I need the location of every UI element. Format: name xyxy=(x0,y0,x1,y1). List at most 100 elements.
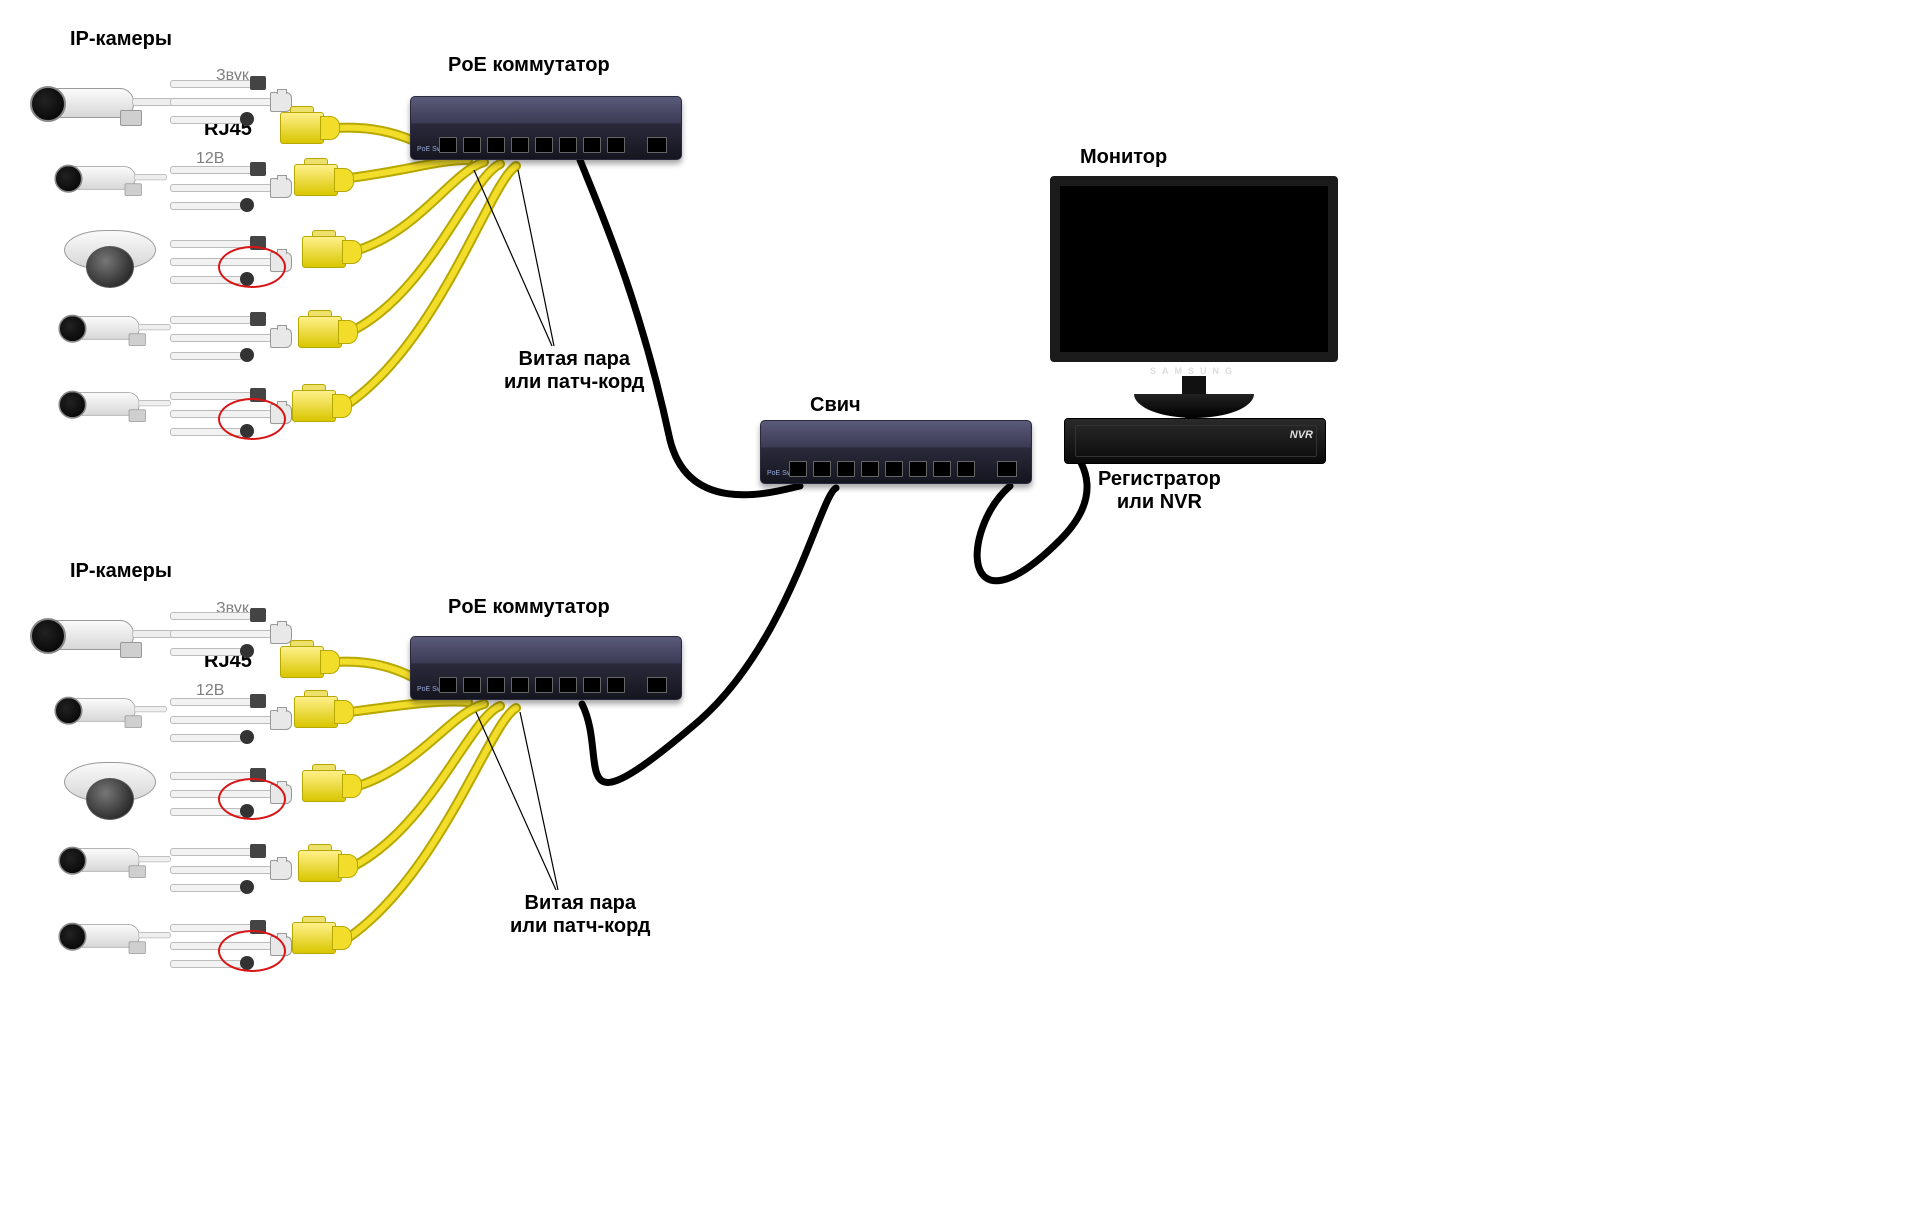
main-switch-ports xyxy=(789,461,975,477)
label-ip-cameras-1: IP-камеры xyxy=(70,28,172,51)
bullet-camera-icon xyxy=(56,692,165,726)
switch-port xyxy=(487,137,505,153)
cable-path xyxy=(348,708,516,938)
rj45-plug-icon xyxy=(280,640,338,682)
cable-path xyxy=(350,701,468,712)
rj45-plug-icon xyxy=(292,384,350,426)
cable-path xyxy=(348,166,516,404)
poe-switch-1-ports xyxy=(439,137,625,153)
label-twisted-pair-1: Витая пара или патч-корд xyxy=(504,348,645,394)
label-monitor: Монитор xyxy=(1080,146,1167,169)
bullet-camera-icon xyxy=(32,80,172,124)
switch-port xyxy=(837,461,855,477)
twisted-pair-2-line1: Витая пара xyxy=(510,892,651,915)
switch-port xyxy=(583,137,601,153)
cable-path xyxy=(358,704,484,786)
dome-camera-icon xyxy=(64,762,154,822)
camera-connector-tail xyxy=(170,766,310,826)
nvr-device: NVR xyxy=(1064,418,1326,464)
twisted-pair-line1: Витая пара xyxy=(504,348,645,371)
camera-connector-tail xyxy=(170,918,310,978)
camera-connector-tail xyxy=(170,842,310,902)
monitor-device: SAMSUNG xyxy=(1044,170,1344,430)
label-switch: Свич xyxy=(810,394,861,417)
bullet-camera-icon xyxy=(56,160,165,194)
switch-port xyxy=(463,677,481,693)
main-switch-uplink-port xyxy=(997,461,1017,477)
twisted-pair-line2: или патч-корд xyxy=(504,371,645,394)
bullet-camera-icon xyxy=(60,386,169,420)
rj45-plug-icon xyxy=(298,844,356,886)
switch-port xyxy=(583,677,601,693)
switch-port xyxy=(885,461,903,477)
switch-port xyxy=(559,677,577,693)
switch-port xyxy=(511,137,529,153)
main-switch: PoE Switch xyxy=(760,420,1032,484)
cable-path xyxy=(354,164,500,330)
rj45-plug-icon xyxy=(302,230,360,272)
cable-path xyxy=(348,708,516,938)
rj45-plug-icon xyxy=(292,916,350,958)
cable-path xyxy=(350,160,468,178)
recorder-line1: Регистратор xyxy=(1098,468,1221,491)
cable-path xyxy=(354,164,500,330)
rj45-plug-icon xyxy=(294,690,352,732)
rj45-plug-icon xyxy=(302,764,360,806)
label-twisted-pair-2: Витая пара или патч-корд xyxy=(510,892,651,938)
twisted-pair-2-line2: или патч-корд xyxy=(510,915,651,938)
switch-port xyxy=(933,461,951,477)
cable-path xyxy=(358,704,484,786)
label-recorder: Регистратор или NVR xyxy=(1098,468,1221,514)
cable-path xyxy=(358,162,484,250)
switch-port xyxy=(439,677,457,693)
monitor-screen xyxy=(1050,176,1338,362)
recorder-line2: или NVR xyxy=(1098,491,1221,514)
poe-switch-1: PoE Switch xyxy=(410,96,682,160)
switch-port xyxy=(607,137,625,153)
cable-path xyxy=(350,160,468,178)
switch-port xyxy=(607,677,625,693)
camera-connector-tail xyxy=(170,310,310,370)
switch-port xyxy=(535,677,553,693)
rj45-plug-icon xyxy=(298,310,356,352)
monitor-neck xyxy=(1182,376,1206,396)
switch-port xyxy=(813,461,831,477)
label-ip-cameras-2: IP-камеры xyxy=(70,560,172,583)
poe-switch-1-uplink-port xyxy=(647,137,667,153)
cable-path xyxy=(518,170,554,346)
switch-port xyxy=(861,461,879,477)
label-poe-switch-2: PoE коммутатор xyxy=(448,596,610,619)
camera-connector-tail xyxy=(170,160,310,220)
cable-path xyxy=(350,701,468,712)
switch-port xyxy=(511,677,529,693)
bullet-camera-icon xyxy=(60,842,169,876)
switch-port xyxy=(463,137,481,153)
monitor-brand: SAMSUNG xyxy=(1044,366,1344,376)
poe-switch-2-ports xyxy=(439,677,625,693)
switch-port xyxy=(487,677,505,693)
bullet-camera-icon xyxy=(32,612,172,656)
dome-camera-icon xyxy=(64,230,154,290)
camera-connector-tail xyxy=(170,386,310,446)
rj45-plug-icon xyxy=(280,106,338,148)
switch-port xyxy=(909,461,927,477)
nvr-tag: NVR xyxy=(1290,429,1313,441)
cable-path xyxy=(474,170,552,346)
camera-connector-tail xyxy=(170,692,310,752)
bullet-camera-icon xyxy=(60,310,169,344)
label-poe-switch-1: PoE коммутатор xyxy=(448,54,610,77)
bullet-camera-icon xyxy=(60,918,169,952)
monitor-stand xyxy=(1134,394,1254,418)
camera-connector-tail xyxy=(170,234,310,294)
cable-path xyxy=(354,706,500,866)
switch-port xyxy=(957,461,975,477)
cable-path xyxy=(354,706,500,866)
switch-port xyxy=(439,137,457,153)
poe-switch-2-uplink-port xyxy=(647,677,667,693)
switch-port xyxy=(535,137,553,153)
cable-path xyxy=(348,166,516,404)
cable-path xyxy=(476,712,556,890)
poe-switch-2: PoE Switch xyxy=(410,636,682,700)
cable-path xyxy=(520,712,558,890)
rj45-plug-icon xyxy=(294,158,352,200)
